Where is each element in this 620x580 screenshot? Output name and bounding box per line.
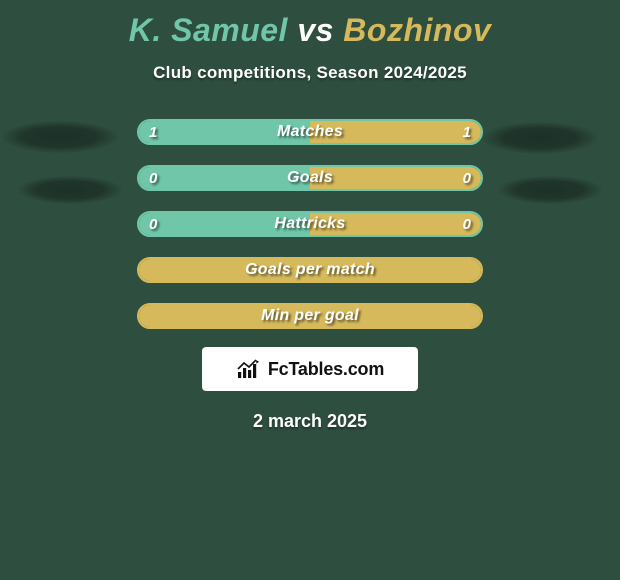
stat-value-right: 0 bbox=[463, 213, 471, 235]
stat-value-left: 1 bbox=[149, 121, 157, 143]
stat-value-right: 0 bbox=[463, 167, 471, 189]
logo-barchart-icon bbox=[236, 358, 262, 380]
stat-fill-left bbox=[139, 121, 310, 143]
stat-value-left: 0 bbox=[149, 167, 157, 189]
stat-row: 00Hattricks bbox=[137, 211, 483, 237]
stat-fill-right bbox=[139, 305, 481, 327]
stat-row: Min per goal bbox=[137, 303, 483, 329]
stat-fill-left bbox=[139, 167, 310, 189]
stats-area: 11Matches00Goals00HattricksGoals per mat… bbox=[0, 119, 620, 329]
logo-text: FcTables.com bbox=[268, 359, 384, 380]
title-vs: vs bbox=[297, 12, 334, 48]
stat-fill-right bbox=[310, 167, 481, 189]
stat-fill-right bbox=[310, 213, 481, 235]
title-player1: K. Samuel bbox=[129, 12, 288, 48]
date-text: 2 march 2025 bbox=[253, 411, 367, 432]
title-player2: Bozhinov bbox=[343, 12, 491, 48]
logo-box: FcTables.com bbox=[202, 347, 418, 391]
stats-list: 11Matches00Goals00HattricksGoals per mat… bbox=[137, 119, 483, 329]
stat-value-right: 1 bbox=[463, 121, 471, 143]
stat-fill-right bbox=[139, 259, 481, 281]
stat-fill-right bbox=[310, 121, 481, 143]
stat-row: Goals per match bbox=[137, 257, 483, 283]
stat-row: 11Matches bbox=[137, 119, 483, 145]
page-root: K. Samuel vs Bozhinov Club competitions,… bbox=[0, 0, 620, 432]
page-title: K. Samuel vs Bozhinov bbox=[129, 12, 492, 49]
stat-value-left: 0 bbox=[149, 213, 157, 235]
subtitle: Club competitions, Season 2024/2025 bbox=[153, 63, 467, 83]
stat-row: 00Goals bbox=[137, 165, 483, 191]
stat-fill-left bbox=[139, 213, 310, 235]
